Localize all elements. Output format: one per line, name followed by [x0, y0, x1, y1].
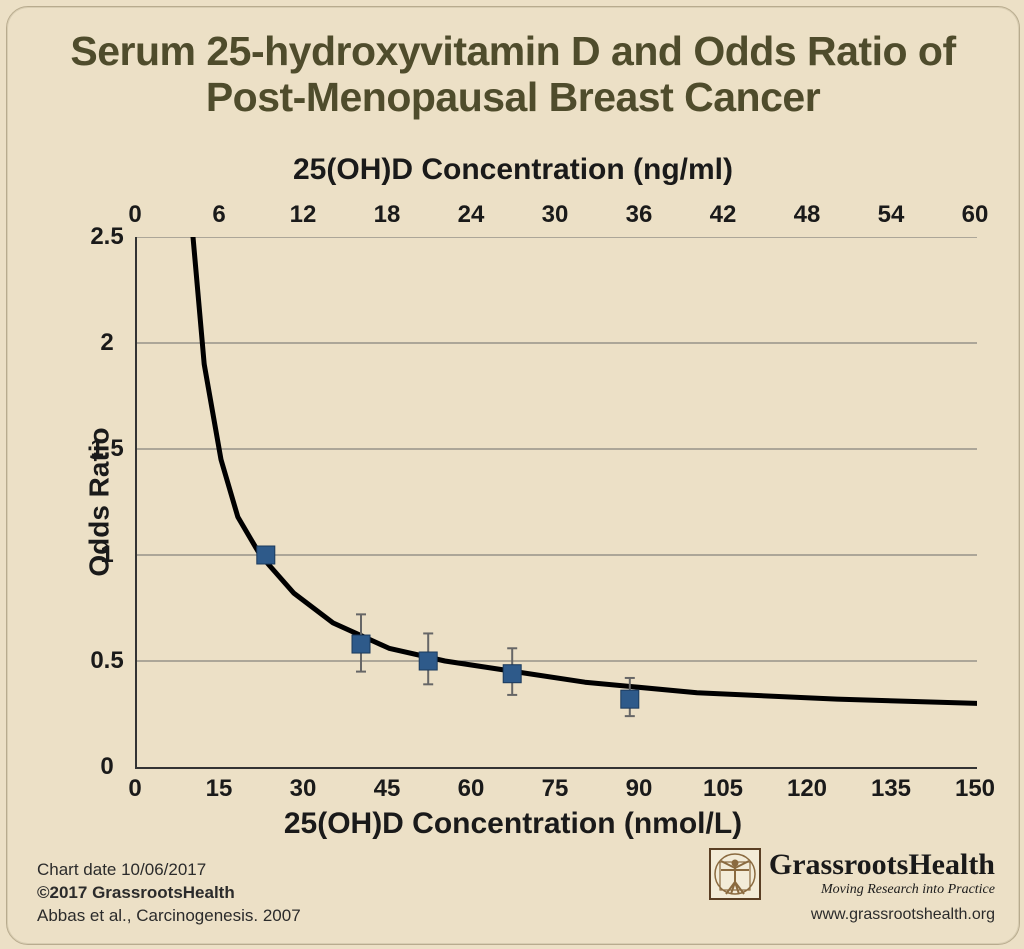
- copyright: ©2017 GrassrootsHealth: [37, 882, 301, 905]
- x-top-tick: 24: [458, 201, 485, 229]
- logo-text: GrassrootsHealth Moving Research into Pr…: [769, 850, 995, 898]
- logo-row: GrassrootsHealth Moving Research into Pr…: [709, 848, 995, 900]
- y-tick: 2: [100, 329, 113, 357]
- logo-tagline: Moving Research into Practice: [769, 882, 995, 898]
- x-bottom-tick: 15: [206, 775, 233, 803]
- x-bottom-tick: 75: [542, 775, 569, 803]
- x-axis-top-label: 25(OH)D Concentration (ng/ml): [7, 153, 1019, 187]
- chart-date: Chart date 10/06/2017: [37, 859, 301, 882]
- y-tick: 0: [100, 753, 113, 781]
- x-bottom-tick: 45: [374, 775, 401, 803]
- y-tick: 0.5: [90, 647, 123, 675]
- x-top-tick: 18: [374, 201, 401, 229]
- x-bottom-tick: 60: [458, 775, 485, 803]
- title-line-1: Serum 25-hydroxyvitamin D and Odds Ratio…: [70, 28, 955, 74]
- logo-block: GrassrootsHealth Moving Research into Pr…: [709, 848, 995, 924]
- x-top-tick: 60: [962, 201, 989, 229]
- x-top-tick: 36: [626, 201, 653, 229]
- x-bottom-tick: 0: [128, 775, 141, 803]
- x-axis-bottom-label: 25(OH)D Concentration (nmol/L): [7, 807, 1019, 841]
- vitruvian-icon: [711, 850, 759, 898]
- x-top-tick: 42: [710, 201, 737, 229]
- y-tick: 1.5: [90, 435, 123, 463]
- x-bottom-tick: 90: [626, 775, 653, 803]
- x-bottom-tick: 120: [787, 775, 827, 803]
- x-top-tick: 6: [212, 201, 225, 229]
- logo-icon: [709, 848, 761, 900]
- y-tick: 2.5: [90, 223, 123, 251]
- x-bottom-tick: 150: [955, 775, 995, 803]
- x-top-tick: 12: [290, 201, 317, 229]
- x-top-tick: 54: [878, 201, 905, 229]
- x-top-tick: 48: [794, 201, 821, 229]
- y-tick: 1: [100, 541, 113, 569]
- citation: Abbas et al., Carcinogenesis. 2007: [37, 905, 301, 928]
- chart-card: Serum 25-hydroxyvitamin D and Odds Ratio…: [6, 6, 1020, 945]
- x-bottom-tick: 105: [703, 775, 743, 803]
- footer-block: Chart date 10/06/2017 ©2017 GrassrootsHe…: [37, 859, 301, 928]
- x-bottom-tick: 135: [871, 775, 911, 803]
- plot-svg: [137, 237, 977, 767]
- plot-area: [135, 237, 977, 769]
- x-top-tick: 0: [128, 201, 141, 229]
- x-top-tick: 30: [542, 201, 569, 229]
- x-bottom-tick: 30: [290, 775, 317, 803]
- logo-name: GrassrootsHealth: [769, 850, 995, 880]
- chart-title: Serum 25-hydroxyvitamin D and Odds Ratio…: [7, 29, 1019, 121]
- logo-url: www.grassrootshealth.org: [709, 906, 995, 924]
- title-line-2: Post-Menopausal Breast Cancer: [206, 74, 820, 120]
